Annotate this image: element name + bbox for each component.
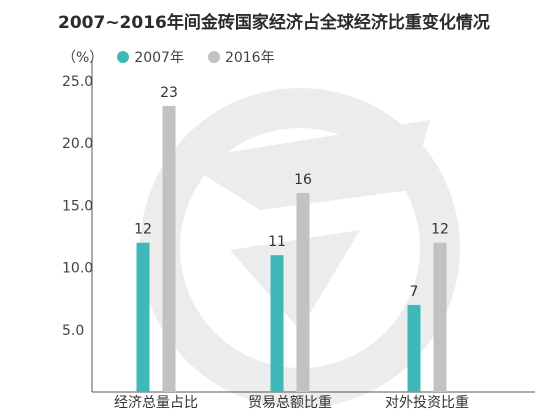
y-tick-labels: 25.0 20.0 15.0 10.0 5.0 bbox=[62, 74, 93, 339]
bar-2016 bbox=[433, 242, 447, 392]
legend-label-2007: 2007年 bbox=[134, 50, 184, 66]
legend-item-2007: 2007年 bbox=[117, 47, 184, 67]
bar-value-label: 16 bbox=[294, 172, 312, 188]
y-axis-unit-label: （%） bbox=[62, 50, 104, 66]
bar-2007 bbox=[407, 304, 421, 392]
bar-value-label: 23 bbox=[160, 85, 178, 101]
category-labels: 经济总量占比 贸易总额比重 对外投资比重 bbox=[114, 395, 469, 411]
bar-2007 bbox=[136, 242, 150, 392]
category-label: 贸易总额比重 bbox=[248, 395, 332, 411]
y-tick-label: 20.0 bbox=[62, 136, 93, 152]
bar-2016 bbox=[296, 192, 310, 392]
y-tick-label: 15.0 bbox=[62, 198, 93, 214]
bar-2007 bbox=[270, 255, 284, 392]
bar-2016 bbox=[162, 105, 176, 392]
bar-value-label: 12 bbox=[134, 222, 152, 238]
value-labels: 12 23 11 16 7 12 bbox=[134, 85, 449, 300]
watermark-emblem bbox=[140, 88, 460, 408]
legend: （%） 2007年 2016年 bbox=[62, 47, 299, 67]
category-label: 对外投资比重 bbox=[385, 395, 469, 411]
y-tick-label: 10.0 bbox=[62, 261, 93, 277]
bar-value-label: 7 bbox=[410, 284, 419, 300]
legend-item-2016: 2016年 bbox=[207, 47, 275, 67]
legend-swatch-2007 bbox=[117, 51, 130, 63]
y-tick-label: 25.0 bbox=[62, 74, 93, 90]
bar-value-label: 11 bbox=[268, 234, 286, 250]
legend-label-2016: 2016年 bbox=[224, 50, 275, 66]
chart-title: 2007~2016年间金砖国家经济占全球经济比重变化情况 bbox=[58, 13, 490, 33]
bars bbox=[136, 105, 447, 392]
y-tick-label: 5.0 bbox=[62, 323, 84, 339]
legend-swatch-2016 bbox=[207, 51, 220, 63]
bar-value-label: 12 bbox=[431, 222, 449, 238]
category-label: 经济总量占比 bbox=[114, 395, 198, 411]
